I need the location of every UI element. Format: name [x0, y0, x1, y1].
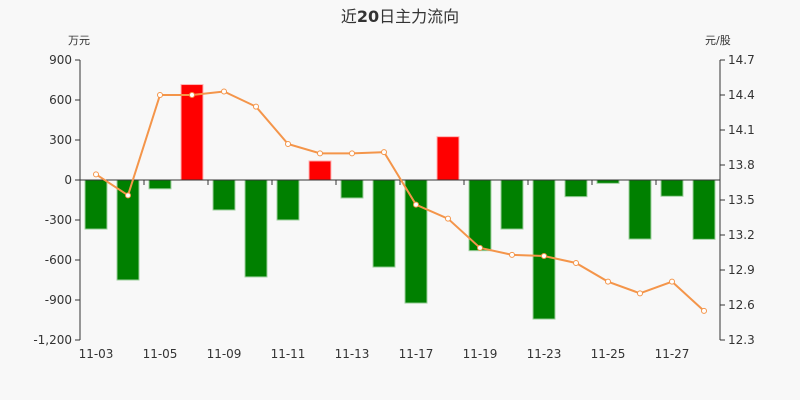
price-point [381, 149, 387, 156]
price-point [701, 307, 707, 314]
price-point [93, 171, 99, 178]
price-line [95, 90, 705, 312]
x-tick-label: 11-09 [207, 347, 242, 361]
price-point [669, 278, 675, 285]
bar-series [84, 84, 716, 320]
price-point [637, 290, 643, 297]
price-point [477, 244, 483, 251]
x-tick-label: 11-23 [527, 347, 562, 361]
bar [180, 84, 204, 181]
right-axis-unit: 元/股 [705, 34, 731, 47]
x-tick-label: 11-19 [463, 347, 498, 361]
bar [532, 179, 556, 320]
x-tick-label: 11-05 [143, 347, 178, 361]
price-point [125, 192, 131, 199]
bar [692, 179, 716, 240]
x-tick-label: 11-17 [399, 347, 434, 361]
x-tick-label: 11-27 [655, 347, 690, 361]
price-point [349, 150, 355, 157]
right-y-tick-label: 14.7 [728, 53, 755, 67]
price-point [253, 103, 259, 110]
price-point [541, 253, 547, 259]
right-y-tick-label: 12.9 [728, 263, 755, 277]
bar [244, 179, 268, 278]
x-tick-label: 11-13 [335, 347, 370, 361]
right-y-tick-label: 12.6 [728, 298, 755, 312]
bar [564, 179, 588, 198]
price-point [605, 278, 611, 285]
left-y-tick-label: 0 [64, 173, 72, 187]
bar [628, 179, 652, 240]
bar [660, 179, 684, 197]
left-y-tick-label: -300 [45, 213, 72, 227]
right-y-tick-label: 12.3 [728, 333, 755, 347]
bar [340, 179, 364, 199]
price-point [189, 92, 195, 98]
right-y-tick-label: 13.8 [728, 158, 755, 172]
right-y-tick-label: 13.5 [728, 193, 755, 207]
left-y-tick-label: 600 [49, 93, 72, 107]
price-point [413, 201, 419, 208]
x-tick-label: 11-03 [79, 347, 114, 361]
bar [276, 179, 300, 221]
price-point [573, 260, 579, 266]
bar [372, 179, 396, 268]
price-point [445, 215, 451, 222]
price-point [509, 251, 515, 258]
price-point [157, 92, 163, 98]
axes: 900 600 300 0 -300 -600 -900 -1,200 14.7 14.4 14.1… [33, 53, 754, 361]
right-y-tick-label: 14.1 [728, 123, 755, 137]
chart-title: 近20日主力流向 [340, 7, 460, 26]
left-axis-unit: 万元 [68, 34, 90, 47]
left-y-tick-label: -1,200 [33, 333, 72, 347]
x-tick-label: 11-11 [271, 347, 306, 361]
left-y-tick-label: -600 [45, 253, 72, 267]
price-point [317, 150, 323, 157]
bar [308, 160, 332, 181]
right-y-tick-label: 14.4 [728, 88, 755, 102]
bar [212, 179, 236, 211]
price-point [221, 88, 227, 95]
bar [148, 179, 172, 190]
x-tick-label: 11-25 [591, 347, 626, 361]
left-y-tick-label: 300 [49, 133, 72, 147]
bar [500, 179, 524, 230]
left-y-tick-label: -900 [45, 293, 72, 307]
bar [436, 136, 460, 181]
right-y-tick-label: 13.2 [728, 228, 755, 242]
price-point [285, 141, 291, 147]
bar [404, 179, 428, 304]
left-y-tick-label: 900 [49, 53, 72, 67]
bar [84, 179, 108, 230]
price-line-series [93, 88, 707, 314]
